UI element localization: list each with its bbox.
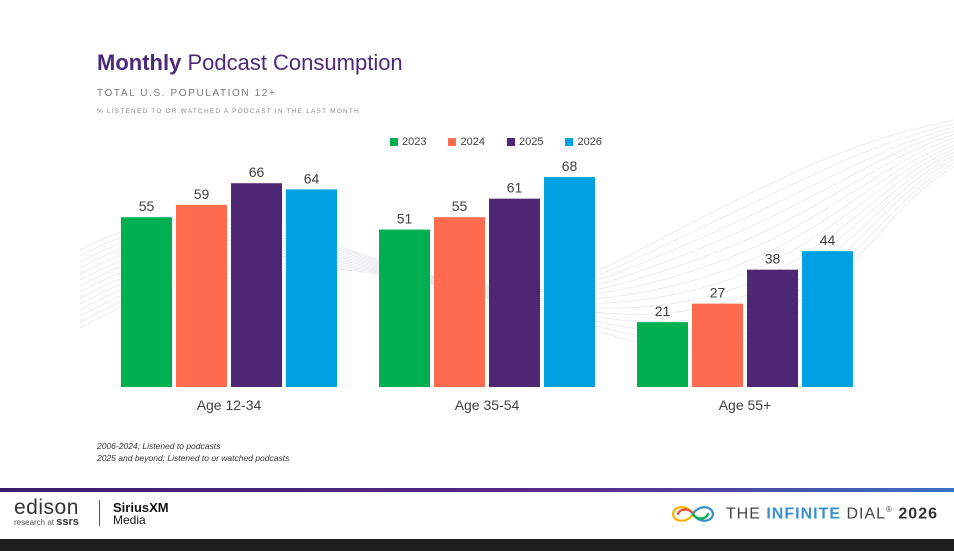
category-label: Age 12-34: [197, 397, 262, 413]
edison-subline: research at ssrs: [14, 517, 79, 528]
dial-wordmark: THE INFINITE DIAL® 2026: [726, 505, 938, 523]
bar-2023-0: [121, 217, 172, 387]
title-rest: Podcast Consumption: [181, 50, 403, 75]
data-label: 59: [194, 186, 210, 202]
category-label: Age 35-54: [455, 397, 520, 413]
dial-rest: DIAL: [841, 505, 887, 523]
infinity-icon: [671, 506, 715, 522]
legend-item-2024: 2024: [448, 136, 485, 148]
bars: 55 59 66 64 Age 12-34 51 55 61 68 Age 35-54 21 27 38…: [121, 158, 853, 413]
infinite-dial-logo: THE INFINITE DIAL® 2026: [668, 503, 938, 525]
data-label: 27: [710, 285, 726, 301]
bar-2023-2: [637, 322, 688, 387]
data-label: 55: [452, 198, 468, 214]
sirius-line2: Media: [113, 513, 146, 527]
legend-swatch: [506, 138, 515, 146]
dial-registered-mark: ®: [886, 504, 893, 514]
edison-sub-brand: ssrs: [56, 516, 79, 528]
legend-label: 2023: [402, 136, 427, 148]
footer-gradient-bar: [0, 488, 954, 492]
footnote-2: 2025 and beyond: Listened to or watched …: [97, 453, 290, 463]
subtitle-measure: % LISTENED TO OR WATCHED A PODCAST IN TH…: [97, 108, 360, 115]
data-label: 38: [765, 251, 781, 267]
data-label: 44: [820, 232, 836, 248]
legend-swatch: [390, 138, 398, 146]
bar-2024-1: [434, 217, 485, 387]
data-label: 21: [655, 303, 671, 319]
bar-2024-0: [176, 204, 227, 387]
bottom-strip: [0, 539, 954, 551]
legend-label: 2026: [577, 136, 602, 148]
title-bold: Monthly: [97, 50, 182, 75]
subtitle: TOTAL U.S. POPULATION 12+: [97, 88, 277, 99]
logo-divider: [99, 500, 100, 526]
data-label: 64: [304, 170, 320, 186]
data-label: 66: [249, 164, 265, 180]
data-label: 68: [562, 158, 578, 174]
bar-2026-2: [802, 251, 853, 387]
sirius-line1: SiriusXM: [113, 500, 169, 515]
edison-logo: edison research at ssrs: [14, 497, 79, 528]
edison-sub-prefix: research at: [14, 518, 55, 527]
edison-wordmark: edison: [14, 496, 79, 519]
data-label: 55: [139, 198, 155, 214]
bar-2024-2: [692, 303, 743, 387]
bar-2025-2: [747, 269, 798, 387]
dial-infinite: INFINITE: [766, 505, 842, 523]
legend-swatch: [565, 138, 574, 146]
legend: 2023 2024 2025 2026: [390, 136, 602, 148]
bar-2026-0: [286, 189, 337, 387]
legend-item-2025: 2025: [506, 136, 544, 148]
dial-year: 2026: [892, 505, 938, 523]
data-label: 61: [507, 180, 523, 196]
footnote-1: 2006-2024: Listened to podcasts: [97, 441, 221, 451]
category-label: Age 55+: [719, 397, 772, 413]
dial-the: THE: [725, 505, 767, 523]
page-title: Monthly Podcast Consumption: [97, 50, 403, 76]
legend-label: 2024: [460, 136, 485, 148]
legend-item-2023: 2023: [390, 136, 426, 148]
legend-item-2026: 2026: [565, 136, 602, 148]
legend-label: 2025: [518, 136, 544, 148]
footnotes: 2006-2024: Listened to podcasts 2025 and…: [97, 440, 289, 464]
bar-2025-1: [489, 198, 540, 387]
data-label: 51: [397, 211, 413, 227]
legend-swatch: [448, 138, 457, 146]
bar-2026-1: [544, 177, 595, 387]
bar-2025-0: [231, 183, 282, 387]
bar-2023-1: [379, 229, 430, 387]
siriusxm-logo: SiriusXM Media: [113, 501, 169, 527]
